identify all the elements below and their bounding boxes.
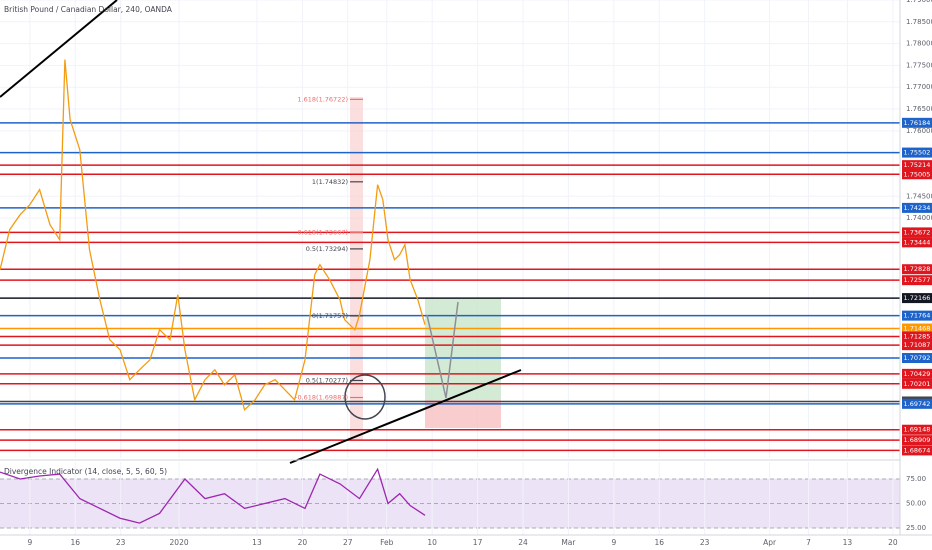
x-tick-label: 2020	[170, 538, 189, 547]
labels-layer: 1.79000 1.78500 1.78000 1.77500 1.77000 1.765…	[4, 0, 932, 547]
price-level-label: 1.72828	[904, 265, 931, 273]
y-tick-label: 50.00	[906, 500, 926, 508]
price-level-label: 1.75005	[904, 170, 931, 178]
price-level-tag	[902, 160, 932, 171]
price-level-tag	[902, 237, 932, 248]
x-tick-label: 9	[611, 538, 616, 547]
highlight-ellipse	[344, 374, 386, 420]
x-tick-label: 16	[70, 538, 80, 547]
price-level-tag	[902, 227, 932, 238]
trend-line	[0, 0, 118, 98]
price-level-label: 1.68674	[904, 446, 931, 454]
series-line	[0, 467, 426, 524]
x-tick-label: 20	[888, 538, 898, 547]
y-tick-label: 1.74500	[906, 192, 932, 200]
price-level-tag	[902, 340, 932, 351]
price-level-tag	[902, 378, 932, 389]
price-level-tag	[902, 368, 932, 379]
price-level-label: 1.75214	[904, 161, 931, 169]
price-level-tag	[902, 445, 932, 456]
price-level-tag	[902, 147, 932, 158]
price-level-tag	[902, 353, 932, 364]
target-zone	[425, 298, 501, 400]
price-level-label: 1.71764	[904, 312, 931, 320]
y-tick-label: 1.76500	[906, 105, 932, 113]
price-level-label: 1.70201	[904, 380, 931, 388]
x-tick-label: 27	[343, 538, 353, 547]
price-level-tag	[902, 398, 932, 409]
y-tick-label: 1.77500	[906, 61, 932, 69]
y-tick-label: 1.77000	[906, 83, 932, 91]
x-tick-label: 17	[473, 538, 483, 547]
y-tick-label: 1.78500	[906, 18, 932, 26]
price-level-label: 1.68909	[904, 436, 931, 444]
price-level-tag	[902, 169, 932, 180]
price-level-label: 1.71285	[904, 333, 931, 341]
price-level-label: 1.70792	[904, 354, 931, 362]
y-tick-label: 25.00	[906, 524, 926, 532]
price-level-tag	[902, 331, 932, 342]
price-level-label: 1.73672	[904, 228, 931, 236]
y-tick-label: 1.79000	[906, 0, 932, 4]
series-line	[0, 59, 426, 412]
projection-path	[426, 301, 459, 399]
series-legend: Divergence Indicator (14, close, 5, 5, 6…	[4, 467, 167, 476]
x-tick-label: 23	[116, 538, 126, 547]
fib-label: 0.5(1.73294)	[306, 245, 348, 253]
x-tick-label: Feb	[380, 538, 394, 547]
price-level-tag	[902, 117, 932, 128]
price-level-tag	[902, 202, 932, 213]
price-level-label: 1.71087	[904, 341, 931, 349]
price-level-tag	[902, 310, 932, 321]
y-tick-label: 75.00	[906, 475, 926, 483]
price-level-tag	[902, 264, 932, 275]
x-tick-label: 13	[843, 538, 853, 547]
fib-label: 1(1.74832)	[312, 178, 348, 186]
fib-label: 1.618(1.76722)	[297, 95, 348, 103]
price-level-tag	[902, 435, 932, 446]
price-level-label: 1.72166	[904, 294, 931, 302]
price-level-label: 1.71468	[904, 325, 931, 333]
price-level-tag	[902, 275, 932, 286]
series-legend: British Pound / Canadian Dollar, 240, OA…	[4, 5, 173, 14]
x-tick-label: 13	[252, 538, 262, 547]
trend-line	[289, 369, 522, 464]
price-level-label: 1.76184	[904, 119, 931, 127]
price-level-tag	[902, 323, 932, 334]
y-tick-label: 1.78000	[906, 40, 932, 48]
price-level-label: 1.75502	[904, 149, 931, 157]
fib-label: -0.618(1.69887)	[295, 394, 348, 402]
x-tick-label: Apr	[763, 538, 777, 547]
marks-layer	[0, 59, 426, 524]
x-tick-label: 16	[654, 538, 664, 547]
price-level-label: 1.69742	[904, 400, 931, 408]
x-tick-label: Mar	[561, 538, 576, 547]
y-tick-label: 1.74000	[906, 214, 932, 222]
x-tick-label: 23	[700, 538, 710, 547]
fib-label: 0.618(1.73667)	[297, 229, 348, 237]
y-tick-label: 1.76000	[906, 127, 932, 135]
stop-zone	[425, 400, 501, 428]
x-tick-label: 24	[518, 538, 528, 547]
price-level-label: 1.69148	[904, 426, 931, 434]
price-level-tag	[902, 424, 932, 435]
fib-label: 0.5(1.70277)	[306, 376, 348, 384]
x-tick-label: 9	[27, 538, 32, 547]
x-tick-label: 7	[806, 538, 811, 547]
price-level-label: 1.73444	[904, 238, 931, 246]
fib-label: 0(1.71757)	[312, 312, 348, 320]
x-tick-label: 10	[427, 538, 437, 547]
price-level-label: 1.70429	[904, 370, 931, 378]
price-level-label: 1.72577	[904, 276, 931, 284]
price-level-tag	[902, 293, 932, 304]
x-tick-label: 20	[298, 538, 308, 547]
price-level-label: 1.74234	[904, 204, 931, 212]
